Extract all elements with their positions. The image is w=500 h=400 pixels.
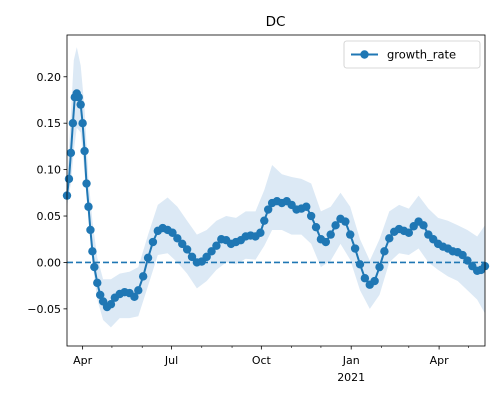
y-tick-label: 0.05 bbox=[37, 210, 62, 223]
legend: growth_rate bbox=[343, 40, 481, 69]
data-point bbox=[148, 237, 158, 247]
data-point bbox=[64, 174, 74, 184]
data-point bbox=[207, 247, 216, 256]
data-point bbox=[80, 146, 89, 156]
legend-marker-swatch bbox=[360, 50, 369, 59]
y-tick-label: 0.10 bbox=[37, 164, 62, 177]
legend-box bbox=[343, 40, 481, 69]
data-point bbox=[182, 245, 192, 254]
data-point bbox=[93, 278, 102, 288]
data-point bbox=[458, 250, 467, 260]
data-point bbox=[326, 230, 335, 239]
plot-frame bbox=[66, 34, 486, 347]
data-point bbox=[260, 216, 269, 225]
data-point bbox=[66, 148, 76, 158]
data-point bbox=[321, 237, 331, 247]
data-point bbox=[256, 228, 265, 237]
data-point bbox=[350, 244, 360, 253]
data-point bbox=[360, 274, 370, 283]
data-point bbox=[96, 290, 105, 300]
data-point bbox=[68, 118, 78, 128]
data-point bbox=[74, 93, 83, 102]
data-point bbox=[341, 217, 350, 226]
data-point bbox=[173, 234, 182, 243]
x-tick-label: Jul bbox=[164, 354, 178, 367]
data-point bbox=[202, 252, 211, 262]
data-point bbox=[82, 179, 91, 188]
data-point bbox=[76, 100, 85, 109]
legend-label: growth_rate bbox=[387, 48, 456, 62]
data-point bbox=[212, 241, 221, 250]
series-growth-rate bbox=[62, 89, 490, 312]
data-point bbox=[106, 300, 116, 309]
data-point bbox=[88, 247, 97, 256]
data-point bbox=[306, 211, 316, 221]
data-point bbox=[130, 292, 139, 301]
data-point bbox=[355, 260, 365, 269]
y-tick-label: −0.05 bbox=[27, 303, 61, 316]
x-tick-sublabel: 2021 bbox=[337, 371, 365, 384]
y-tick-label: 0.20 bbox=[37, 71, 62, 84]
data-point bbox=[404, 228, 414, 237]
data-point bbox=[331, 221, 340, 230]
data-point bbox=[346, 230, 355, 239]
data-point bbox=[168, 228, 177, 237]
data-point bbox=[187, 252, 197, 262]
data-point bbox=[263, 205, 273, 214]
chart-title: DC bbox=[266, 14, 286, 30]
data-point bbox=[385, 234, 394, 243]
band-area bbox=[67, 47, 485, 328]
data-point bbox=[375, 262, 384, 272]
data-point bbox=[463, 256, 472, 265]
data-point bbox=[90, 262, 99, 272]
data-point bbox=[380, 247, 389, 256]
axes: −0.05 0.00 0.05 0.10 0.15 0.20 Apr Jul Oct Jan 202… bbox=[27, 34, 486, 384]
y-tick-label: 0.15 bbox=[37, 117, 62, 130]
data-point bbox=[143, 253, 153, 263]
data-point bbox=[311, 222, 321, 232]
data-point bbox=[86, 225, 95, 235]
data-point bbox=[370, 276, 379, 286]
confidence-band bbox=[67, 47, 485, 328]
x-tick-label: Jan bbox=[342, 354, 360, 367]
data-point bbox=[84, 202, 93, 211]
x-tick-label: Apr bbox=[73, 354, 93, 367]
y-tick-label: 0.00 bbox=[37, 256, 62, 269]
data-point bbox=[302, 202, 311, 211]
data-point bbox=[134, 286, 143, 295]
data-point bbox=[138, 272, 148, 281]
data-point bbox=[419, 221, 428, 230]
data-point bbox=[78, 118, 87, 128]
data-point bbox=[178, 239, 187, 249]
x-tick-label: Oct bbox=[252, 354, 272, 367]
x-tick-label: Apr bbox=[430, 354, 450, 367]
